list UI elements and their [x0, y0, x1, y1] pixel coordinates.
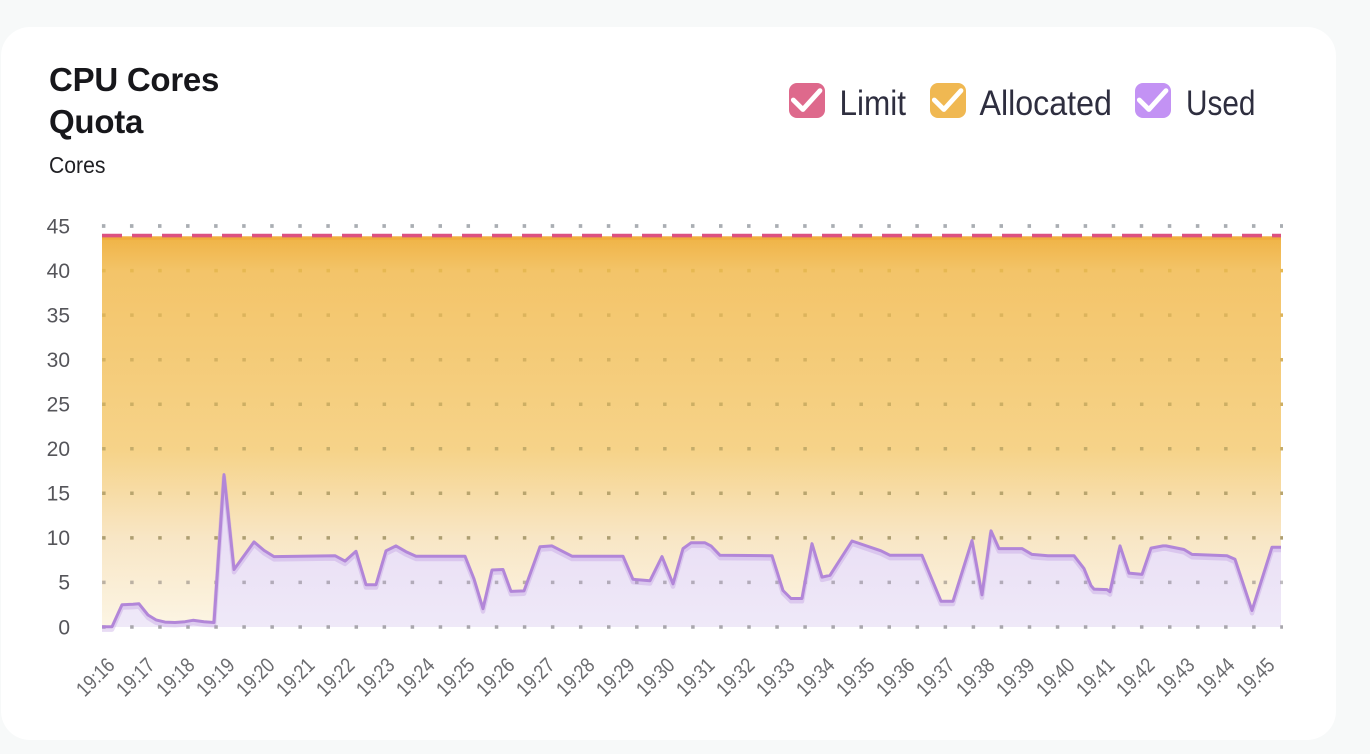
svg-text:19:43: 19:43	[1152, 653, 1200, 701]
svg-text:20: 20	[47, 438, 70, 461]
svg-text:19:36: 19:36	[872, 653, 920, 701]
svg-text:35: 35	[47, 304, 70, 327]
svg-text:19:32: 19:32	[712, 653, 760, 701]
svg-text:19:25: 19:25	[432, 653, 480, 701]
svg-text:19:45: 19:45	[1232, 653, 1280, 701]
svg-text:19:30: 19:30	[632, 653, 680, 701]
svg-text:25: 25	[47, 394, 70, 417]
svg-text:Used: Used	[1186, 84, 1255, 123]
svg-text:5: 5	[58, 572, 70, 595]
svg-text:0: 0	[58, 616, 70, 639]
svg-text:19:21: 19:21	[272, 653, 320, 701]
svg-text:19:31: 19:31	[672, 653, 720, 701]
svg-text:19:37: 19:37	[912, 653, 960, 701]
svg-text:19:27: 19:27	[512, 653, 560, 701]
svg-text:19:41: 19:41	[1072, 653, 1120, 701]
svg-text:45: 45	[47, 215, 70, 238]
svg-text:Allocated: Allocated	[980, 85, 1112, 124]
svg-text:15: 15	[47, 483, 70, 506]
svg-text:19:40: 19:40	[1032, 653, 1080, 701]
svg-text:Limit: Limit	[840, 85, 906, 124]
svg-text:19:29: 19:29	[592, 653, 640, 701]
svg-text:19:18: 19:18	[152, 653, 200, 701]
svg-text:19:39: 19:39	[992, 653, 1040, 701]
svg-text:19:35: 19:35	[832, 653, 880, 701]
svg-text:19:20: 19:20	[232, 653, 280, 701]
svg-text:19:24: 19:24	[392, 653, 440, 701]
svg-text:19:34: 19:34	[792, 653, 840, 701]
svg-text:19:23: 19:23	[352, 653, 400, 701]
svg-text:40: 40	[47, 260, 70, 283]
svg-text:19:28: 19:28	[552, 653, 600, 701]
svg-text:19:26: 19:26	[472, 653, 520, 701]
svg-text:10: 10	[47, 527, 70, 550]
svg-text:19:19: 19:19	[192, 653, 240, 701]
svg-text:19:33: 19:33	[752, 653, 800, 701]
svg-text:19:17: 19:17	[112, 653, 160, 701]
svg-text:19:44: 19:44	[1192, 653, 1240, 701]
svg-text:30: 30	[47, 349, 70, 372]
svg-text:19:42: 19:42	[1112, 653, 1160, 701]
svg-text:19:22: 19:22	[312, 653, 360, 701]
svg-text:19:16: 19:16	[72, 653, 120, 701]
svg-text:19:38: 19:38	[952, 653, 1000, 701]
